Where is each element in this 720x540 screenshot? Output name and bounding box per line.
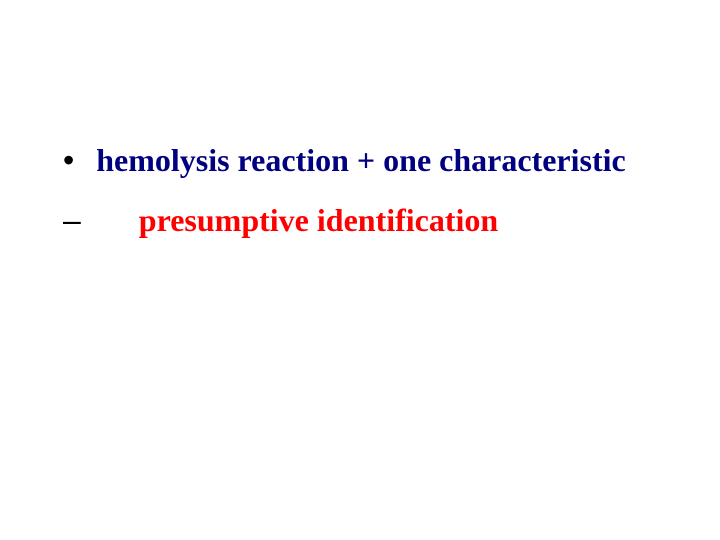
bullet-text: hemolysis reaction + one characteristic: [96, 142, 626, 179]
bullet-marker: •: [63, 142, 74, 179]
dash-marker: –: [63, 202, 81, 239]
bullet-line-1: • hemolysis reaction + one characteristi…: [63, 142, 626, 179]
bullet-line-2: – presumptive identification: [63, 202, 498, 239]
bullet-text: presumptive identification: [139, 202, 498, 239]
slide: • hemolysis reaction + one characteristi…: [0, 0, 720, 540]
